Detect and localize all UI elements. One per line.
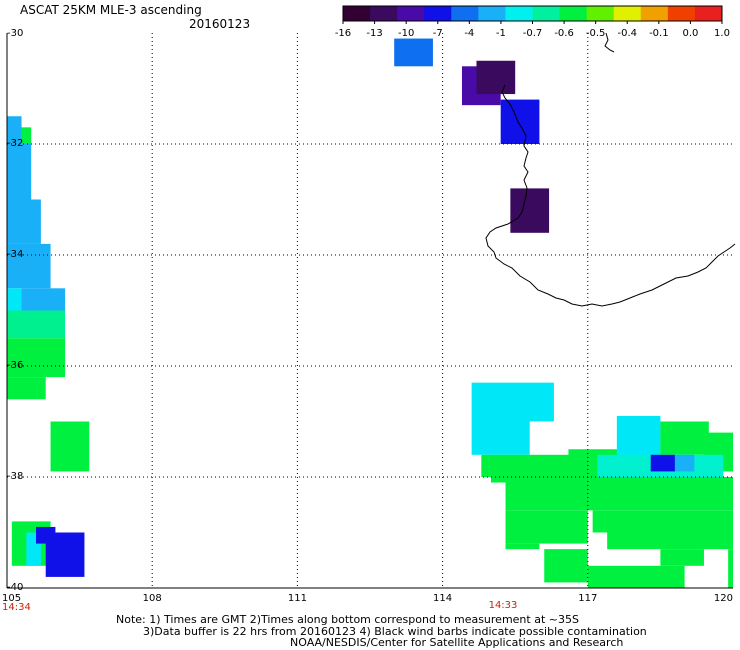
time-label: 14:33	[489, 600, 518, 611]
wind-cell	[476, 60, 516, 95]
colorbar-swatch	[478, 6, 506, 21]
lat-lon-grid	[6, 33, 733, 589]
wind-cell	[7, 310, 66, 339]
colorbar-label: -0.6	[554, 28, 574, 39]
colorbar-label: -0.7	[523, 28, 543, 39]
colorbar-label: -0.5	[586, 28, 606, 39]
colorbar-swatch	[694, 6, 723, 21]
lon-label: 114	[433, 593, 452, 604]
map-date: 20160123	[189, 17, 251, 31]
colorbar-swatch	[343, 6, 371, 21]
wind-cell	[660, 421, 709, 455]
wind-cell	[650, 454, 675, 472]
colorbar-label: -13	[366, 28, 382, 39]
colorbar-label: -0.1	[649, 28, 669, 39]
colorbar-labels: -16 -13 -10 -7 -4 -1 -0.7 -0.6 -0.5 -0.4 -0.1 0.0 1.…	[335, 21, 730, 39]
colorbar-swatch	[532, 6, 561, 21]
wind-cell	[592, 510, 733, 533]
wind-cell	[544, 549, 588, 583]
lat-label: -38	[7, 471, 23, 482]
wind-cell	[500, 99, 540, 144]
wind-cell	[607, 532, 733, 550]
colorbar-label: -0.4	[617, 28, 637, 39]
lat-label: -40	[7, 582, 23, 593]
wind-cell	[7, 288, 22, 311]
note-line-3: NOAA/NESDIS/Center for Satellite Applica…	[290, 636, 624, 649]
lon-label: 120	[714, 593, 733, 604]
colorbar	[342, 5, 723, 22]
wind-cell	[510, 188, 550, 233]
lat-label: -32	[7, 138, 23, 149]
coastline	[485, 84, 736, 307]
lon-label: 108	[143, 593, 162, 604]
wind-cell	[7, 144, 32, 200]
colorbar-swatch	[640, 6, 669, 21]
lon-label: 117	[578, 593, 597, 604]
axis-labels: 105 108 111 114 117 120 -30 -32 -34 -36 -38 -40 14:3…	[2, 28, 733, 613]
colorbar-swatch	[613, 6, 642, 21]
colorbar-label: -4	[464, 28, 474, 39]
colorbar-swatch	[586, 6, 615, 21]
wind-cell	[7, 338, 66, 378]
data-cells	[7, 38, 733, 588]
lon-label: 111	[288, 593, 307, 604]
wind-cell	[7, 116, 22, 144]
lat-label: -34	[7, 249, 23, 260]
colorbar-swatch	[424, 6, 452, 21]
map-title: ASCAT 25KM MLE-3 ascending	[20, 3, 202, 17]
wind-cell	[505, 477, 733, 511]
lat-label: -30	[7, 28, 23, 39]
wind-cell	[728, 549, 733, 588]
colorbar-swatch	[667, 6, 696, 21]
wind-cell	[50, 421, 90, 472]
wind-cell	[505, 510, 588, 544]
wind-cell	[587, 565, 685, 588]
wind-cell	[21, 127, 32, 144]
wind-cell	[505, 543, 540, 550]
colorbar-swatch	[451, 6, 479, 21]
wind-cell	[21, 288, 66, 311]
colorbar-label: -7	[433, 28, 443, 39]
river-line	[604, 32, 615, 53]
wind-cell	[36, 526, 56, 544]
note-line-1: Note: 1) Times are GMT 2)Times along bot…	[116, 613, 579, 626]
wind-cell	[7, 199, 41, 244]
wind-cell	[674, 454, 695, 472]
colorbar-swatch	[370, 6, 398, 21]
colorbar-swatch	[559, 6, 588, 21]
wind-cell	[471, 382, 554, 422]
colorbar-swatch	[397, 6, 425, 21]
lon-label: 105	[2, 593, 21, 604]
colorbar-label: 0.0	[682, 28, 698, 39]
note-line-2: 3)Data buffer is 22 hrs from 20160123 4)…	[143, 625, 647, 638]
time-label: 14:34	[2, 602, 31, 613]
wind-cell	[7, 243, 51, 289]
colorbar-label: -1	[496, 28, 506, 39]
colorbar-label: -10	[398, 28, 414, 39]
colorbar-label: 1.0	[714, 28, 730, 39]
wind-cell	[7, 377, 46, 400]
wind-cell	[660, 549, 704, 566]
colorbar-swatch	[505, 6, 533, 21]
wind-cell	[471, 421, 530, 455]
colorbar-label: -16	[335, 28, 351, 39]
lat-label: -36	[7, 360, 23, 371]
wind-cell	[394, 38, 433, 67]
